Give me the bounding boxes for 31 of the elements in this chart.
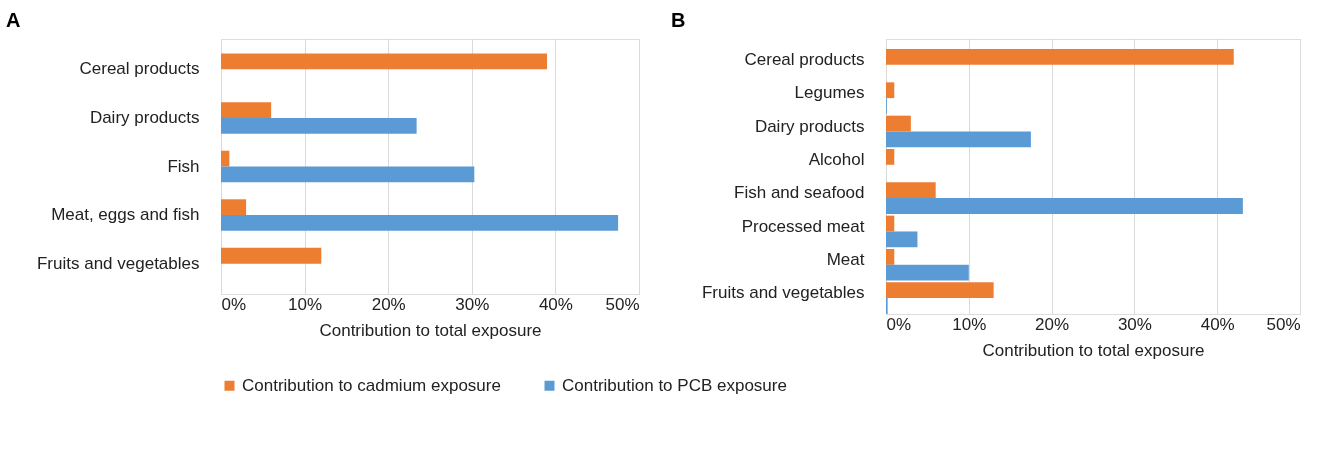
x-tick-label: 10% <box>288 294 323 314</box>
x-axis-title: Contribution to total exposure <box>982 340 1205 360</box>
x-tick-label: 30% <box>1117 314 1152 334</box>
y-tick-label: Fruits and vegetables <box>36 253 200 273</box>
y-tick-label: Meat <box>826 249 865 269</box>
x-tick-label: 30% <box>455 294 490 314</box>
x-axis-title: Contribution to total exposure <box>319 320 542 340</box>
text: B <box>671 9 686 31</box>
y-tick-label: Fish and seafood <box>734 183 865 203</box>
x-tick-label: 0% <box>886 314 912 334</box>
x-tick-label: 40% <box>538 294 573 314</box>
x-tick-label: 40% <box>1200 314 1235 334</box>
y-tick-label: Legumes <box>794 83 865 103</box>
x-tick-label: 20% <box>1035 314 1070 334</box>
legend-label: Contribution to cadmium exposure <box>242 375 501 395</box>
y-tick-label: Cereal products <box>79 59 200 79</box>
y-tick-label: Processed meat <box>741 216 865 236</box>
x-tick-label: 20% <box>371 294 406 314</box>
y-tick-label: Cereal products <box>744 49 865 69</box>
text: A <box>6 9 21 31</box>
x-tick-label: 50% <box>605 294 640 314</box>
y-tick-label: Dairy products <box>754 116 865 136</box>
x-tick-label: 10% <box>952 314 987 334</box>
legend-label: Contribution to PCB exposure <box>562 375 787 395</box>
x-tick-label: 0% <box>221 294 247 314</box>
y-tick-label: Fish <box>167 156 200 176</box>
y-tick-label: Alcohol <box>808 149 865 169</box>
y-tick-label: Dairy products <box>89 107 200 127</box>
y-tick-label: Meat, eggs and fish <box>51 205 200 225</box>
x-tick-label: 50% <box>1266 314 1301 334</box>
y-tick-label: Fruits and vegetables <box>701 283 865 303</box>
